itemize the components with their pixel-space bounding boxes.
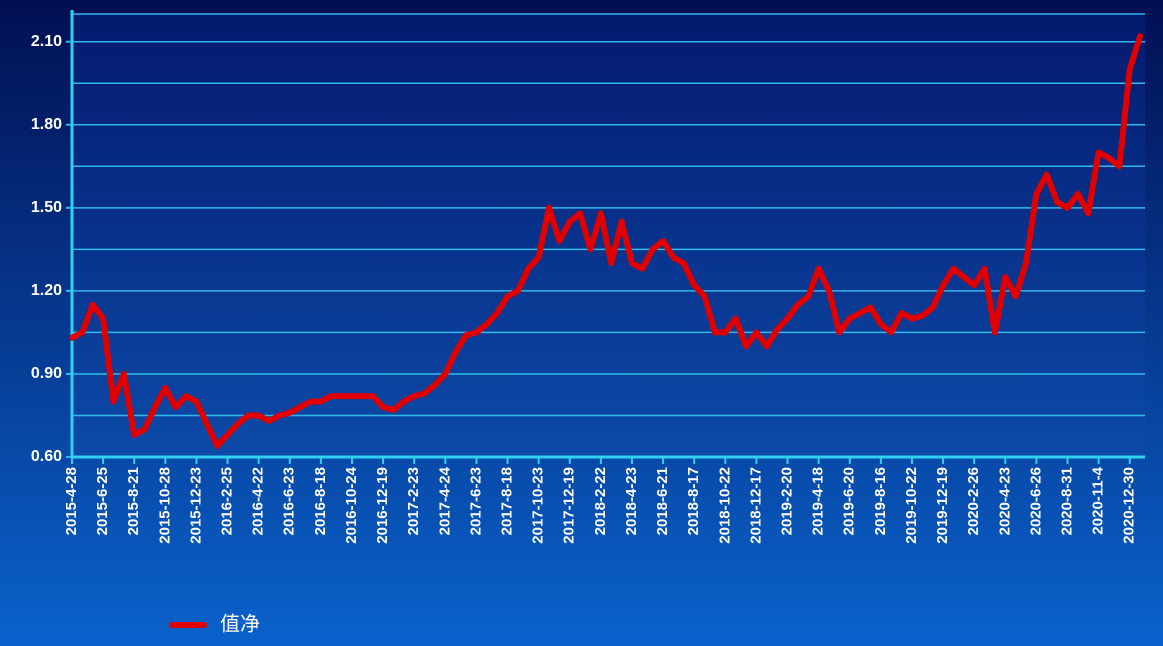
x-tick-label: 2018-10-22 bbox=[716, 467, 733, 544]
y-tick-label: 1.20 bbox=[31, 282, 62, 299]
x-tick-label: 2020-4-23 bbox=[996, 467, 1013, 535]
x-tick-label: 2015-8-21 bbox=[125, 467, 142, 535]
x-tick-label: 2016-4-22 bbox=[250, 467, 267, 535]
x-tick-label: 2020-6-26 bbox=[1027, 467, 1044, 535]
x-tick-label: 2019-12-19 bbox=[934, 467, 951, 544]
x-tick-label: 2015-4-28 bbox=[63, 467, 80, 535]
x-tick-label: 2017-2-23 bbox=[405, 467, 422, 535]
x-tick-label: 2017-4-24 bbox=[436, 466, 453, 535]
x-tick-label: 2020-8-31 bbox=[1058, 467, 1075, 535]
y-tick-label: 1.80 bbox=[31, 116, 62, 133]
x-tick-label: 2019-10-22 bbox=[903, 467, 920, 544]
x-tick-label: 2016-8-18 bbox=[312, 467, 329, 535]
x-tick-label: 2016-2-25 bbox=[219, 467, 236, 535]
x-tick-label: 2020-11-4 bbox=[1090, 466, 1107, 534]
y-tick-label: 2.10 bbox=[31, 33, 62, 50]
line-series bbox=[69, 33, 1144, 449]
x-tick-label: 2019-4-18 bbox=[810, 467, 827, 535]
x-tick-label: 2020-12-30 bbox=[1121, 467, 1138, 544]
x-tick-label: 2016-12-19 bbox=[374, 467, 391, 544]
y-tick-label: 1.50 bbox=[31, 199, 62, 216]
x-tick-label: 2015-10-28 bbox=[156, 467, 173, 544]
y-tick-label: 0.60 bbox=[31, 448, 62, 465]
y-tick-label: 0.90 bbox=[31, 365, 62, 382]
x-tick-label: 2017-8-18 bbox=[499, 467, 516, 535]
x-tick-label: 2020-2-26 bbox=[965, 467, 982, 535]
x-tick-label: 2017-6-23 bbox=[467, 467, 484, 535]
x-tick-label: 2015-12-23 bbox=[187, 467, 204, 544]
x-tick-label: 2018-12-17 bbox=[747, 467, 764, 544]
x-tick-label: 2019-8-16 bbox=[872, 467, 889, 535]
x-tick-label: 2016-10-24 bbox=[343, 466, 360, 543]
x-tick-label: 2017-10-23 bbox=[530, 467, 547, 544]
x-tick-label: 2017-12-19 bbox=[561, 467, 578, 544]
x-tick-label: 2019-6-20 bbox=[841, 467, 858, 535]
x-tick-label: 2018-4-23 bbox=[623, 467, 640, 535]
legend-label: 值净 bbox=[220, 612, 260, 635]
x-tick-label: 2015-6-25 bbox=[94, 467, 111, 535]
x-tick-label: 2016-6-23 bbox=[281, 467, 298, 535]
x-tick-label: 2019-2-20 bbox=[778, 467, 795, 535]
x-tick-label: 2018-2-22 bbox=[592, 467, 609, 535]
x-tick-label: 2018-8-17 bbox=[685, 467, 702, 535]
x-tick-label: 2018-6-21 bbox=[654, 467, 671, 535]
